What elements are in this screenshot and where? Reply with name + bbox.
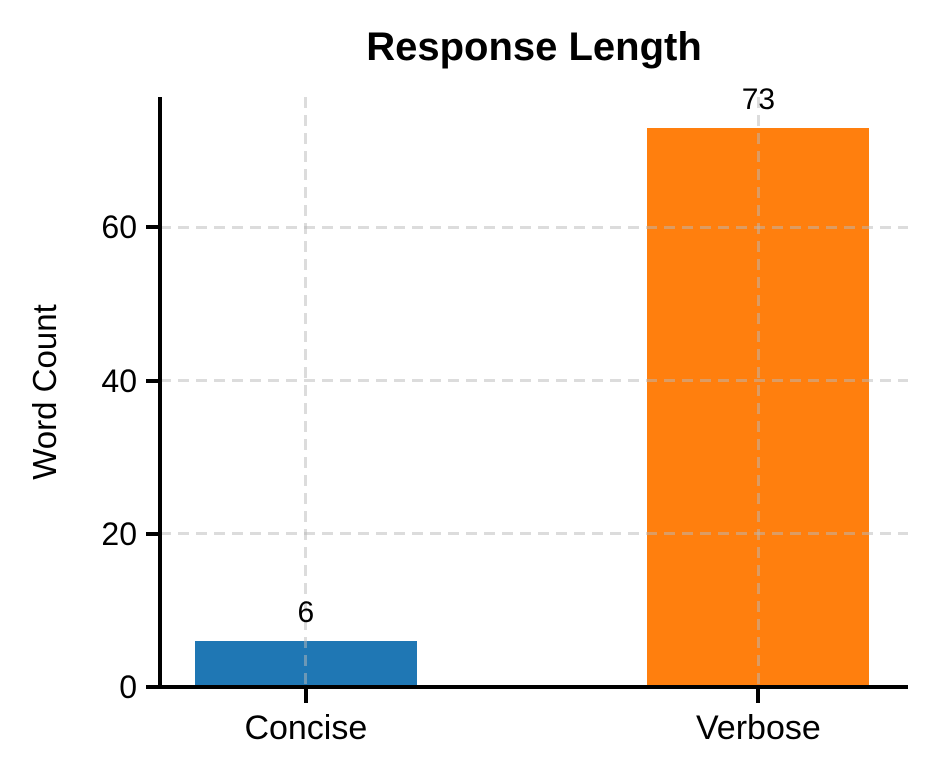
y-tick xyxy=(146,378,160,383)
y-tick xyxy=(146,225,160,230)
y-tick xyxy=(146,531,160,536)
chart-title: Response Length xyxy=(366,25,702,69)
gridline-horizontal xyxy=(160,379,908,382)
y-axis-spine xyxy=(158,97,162,689)
x-axis-spine xyxy=(158,685,908,689)
x-tick-label-concise: Concise xyxy=(244,709,368,747)
y-tick-label: 20 xyxy=(101,515,137,552)
x-tick xyxy=(756,687,761,703)
y-tick xyxy=(146,685,160,689)
bar-value-label: 73 xyxy=(741,82,776,116)
gridline-vertical xyxy=(304,97,308,687)
x-tick-label-verbose: Verbose xyxy=(696,709,821,747)
gridline-horizontal xyxy=(160,532,908,536)
gridline-horizontal xyxy=(160,225,908,229)
x-tick xyxy=(303,687,308,703)
y-tick-label: 0 xyxy=(119,669,137,705)
gridline-vertical xyxy=(756,97,760,687)
y-tick-label: 60 xyxy=(101,209,137,246)
y-tick-label: 40 xyxy=(101,362,137,399)
bar-value-label: 6 xyxy=(297,596,315,630)
